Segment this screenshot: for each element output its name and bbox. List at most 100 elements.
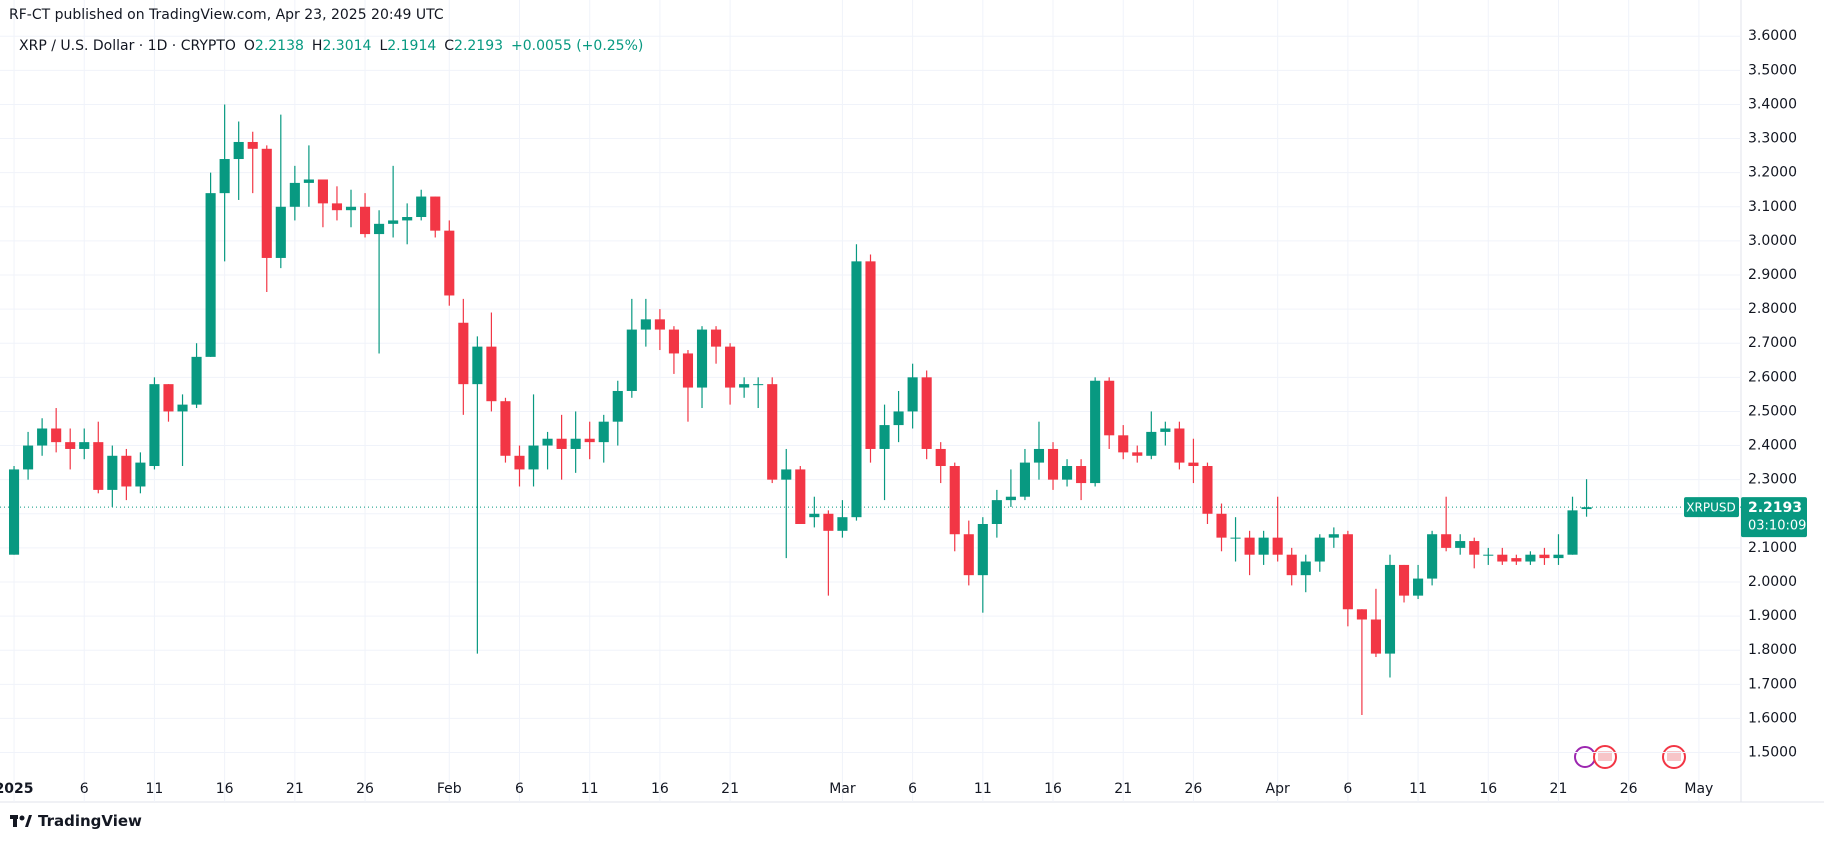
event-icon bbox=[1574, 746, 1596, 768]
candle-body bbox=[1132, 452, 1143, 456]
x-tick-label: 16 bbox=[216, 781, 234, 797]
candle-body bbox=[1581, 507, 1592, 510]
flag-icon bbox=[1667, 751, 1681, 761]
candle-body bbox=[556, 438, 567, 449]
candle-body bbox=[233, 141, 244, 160]
candle-body bbox=[1300, 561, 1311, 576]
y-tick-label: 2.5000 bbox=[1748, 403, 1797, 419]
candle-body bbox=[767, 384, 778, 480]
candle-body bbox=[725, 346, 736, 388]
candle-body bbox=[1356, 609, 1367, 620]
candle-body bbox=[584, 438, 595, 443]
y-tick-label: 1.9000 bbox=[1748, 608, 1797, 624]
candle-body bbox=[191, 356, 202, 405]
candle-body bbox=[261, 148, 272, 258]
y-tick-label: 1.5000 bbox=[1748, 745, 1797, 761]
x-tick-label: Apr bbox=[1266, 781, 1290, 797]
candles bbox=[8, 104, 1592, 716]
candle-body bbox=[528, 445, 539, 470]
candle-body bbox=[1314, 537, 1325, 562]
candle-body bbox=[1427, 534, 1438, 579]
candle-body bbox=[696, 329, 708, 388]
y-tick-label: 1.7000 bbox=[1748, 676, 1797, 692]
x-tick-label: 6 bbox=[80, 781, 89, 797]
candle-body bbox=[907, 377, 918, 412]
y-tick-label: 2.3000 bbox=[1748, 472, 1797, 488]
y-tick-label: 2.4000 bbox=[1748, 438, 1797, 454]
candle-body bbox=[1497, 554, 1508, 562]
candle-body bbox=[149, 384, 160, 467]
ohlc-key: L bbox=[379, 38, 388, 54]
candle-body bbox=[1062, 466, 1073, 480]
candle-body bbox=[977, 524, 988, 576]
candle-body bbox=[781, 469, 792, 480]
x-tick-label: May bbox=[1684, 781, 1713, 797]
candle-body bbox=[893, 411, 904, 426]
candle-body bbox=[809, 513, 820, 518]
x-tick-label: 11 bbox=[146, 781, 164, 797]
candle-body bbox=[1286, 554, 1297, 576]
x-tick-label: 21 bbox=[721, 781, 739, 797]
candle-body bbox=[711, 329, 722, 347]
candle-body bbox=[331, 203, 343, 211]
y-tick-label: 2.7000 bbox=[1748, 335, 1797, 351]
candle-body bbox=[51, 428, 62, 443]
candle-body bbox=[598, 421, 609, 443]
x-tick-label: 11 bbox=[1409, 781, 1427, 797]
candle-body bbox=[359, 206, 371, 235]
candle-body bbox=[640, 319, 651, 330]
candle-body bbox=[1033, 448, 1045, 463]
candle-body bbox=[542, 438, 553, 446]
grid bbox=[0, 0, 1741, 802]
brand-logo bbox=[10, 815, 32, 827]
candle-body bbox=[1370, 619, 1382, 654]
candle-body bbox=[1342, 534, 1353, 610]
y-tick-label: 2.1000 bbox=[1748, 540, 1797, 556]
candle-body bbox=[345, 206, 357, 211]
y-tick-label: 3.2000 bbox=[1748, 165, 1797, 181]
candle-body bbox=[823, 513, 834, 531]
y-tick-label: 3.1000 bbox=[1748, 199, 1797, 215]
candle-body bbox=[1104, 380, 1115, 436]
candle-body bbox=[935, 448, 946, 467]
x-tick-label: 6 bbox=[515, 781, 524, 797]
x-tick-label: Feb bbox=[437, 781, 462, 797]
candle-body bbox=[1539, 554, 1550, 559]
candle-body bbox=[1258, 537, 1269, 555]
candle-body bbox=[374, 223, 385, 235]
candle-body bbox=[837, 517, 848, 531]
candle-body bbox=[626, 329, 637, 391]
y-tick-label: 3.5000 bbox=[1748, 62, 1797, 78]
x-tick-label: 21 bbox=[1550, 781, 1568, 797]
x-tick-label: 26 bbox=[1620, 781, 1638, 797]
candle-body bbox=[1174, 428, 1185, 463]
flag-icon bbox=[1598, 751, 1612, 761]
candle-body bbox=[219, 159, 230, 194]
candle-body bbox=[472, 346, 483, 385]
candle-body bbox=[753, 384, 764, 386]
x-tick-label: 11 bbox=[974, 781, 992, 797]
candle-body bbox=[247, 141, 258, 149]
y-tick-label: 3.4000 bbox=[1748, 96, 1797, 112]
footer: TradingView bbox=[10, 812, 142, 830]
candle-body bbox=[1398, 564, 1410, 596]
x-tick-label: 11 bbox=[581, 781, 599, 797]
candle-body bbox=[1160, 428, 1171, 432]
candle-body bbox=[1047, 448, 1059, 480]
candle-body bbox=[458, 322, 469, 385]
candle-body bbox=[739, 384, 750, 388]
candle-body bbox=[500, 401, 511, 456]
candle-body bbox=[1384, 564, 1396, 654]
candle-body bbox=[865, 261, 876, 449]
candle-body bbox=[1328, 534, 1339, 538]
symbol-title: XRP / U.S. Dollar · 1D · CRYPTO bbox=[19, 38, 236, 54]
y-tick-label: 1.8000 bbox=[1748, 642, 1797, 658]
candle-body bbox=[1525, 554, 1536, 562]
candle-body bbox=[1188, 462, 1199, 467]
ohlc-key: O bbox=[243, 38, 255, 54]
x-tick-label: Mar bbox=[829, 781, 856, 797]
x-tick-label: 16 bbox=[1044, 781, 1062, 797]
y-tick-label: 1.6000 bbox=[1748, 710, 1797, 726]
x-tick-label: 26 bbox=[1185, 781, 1203, 797]
